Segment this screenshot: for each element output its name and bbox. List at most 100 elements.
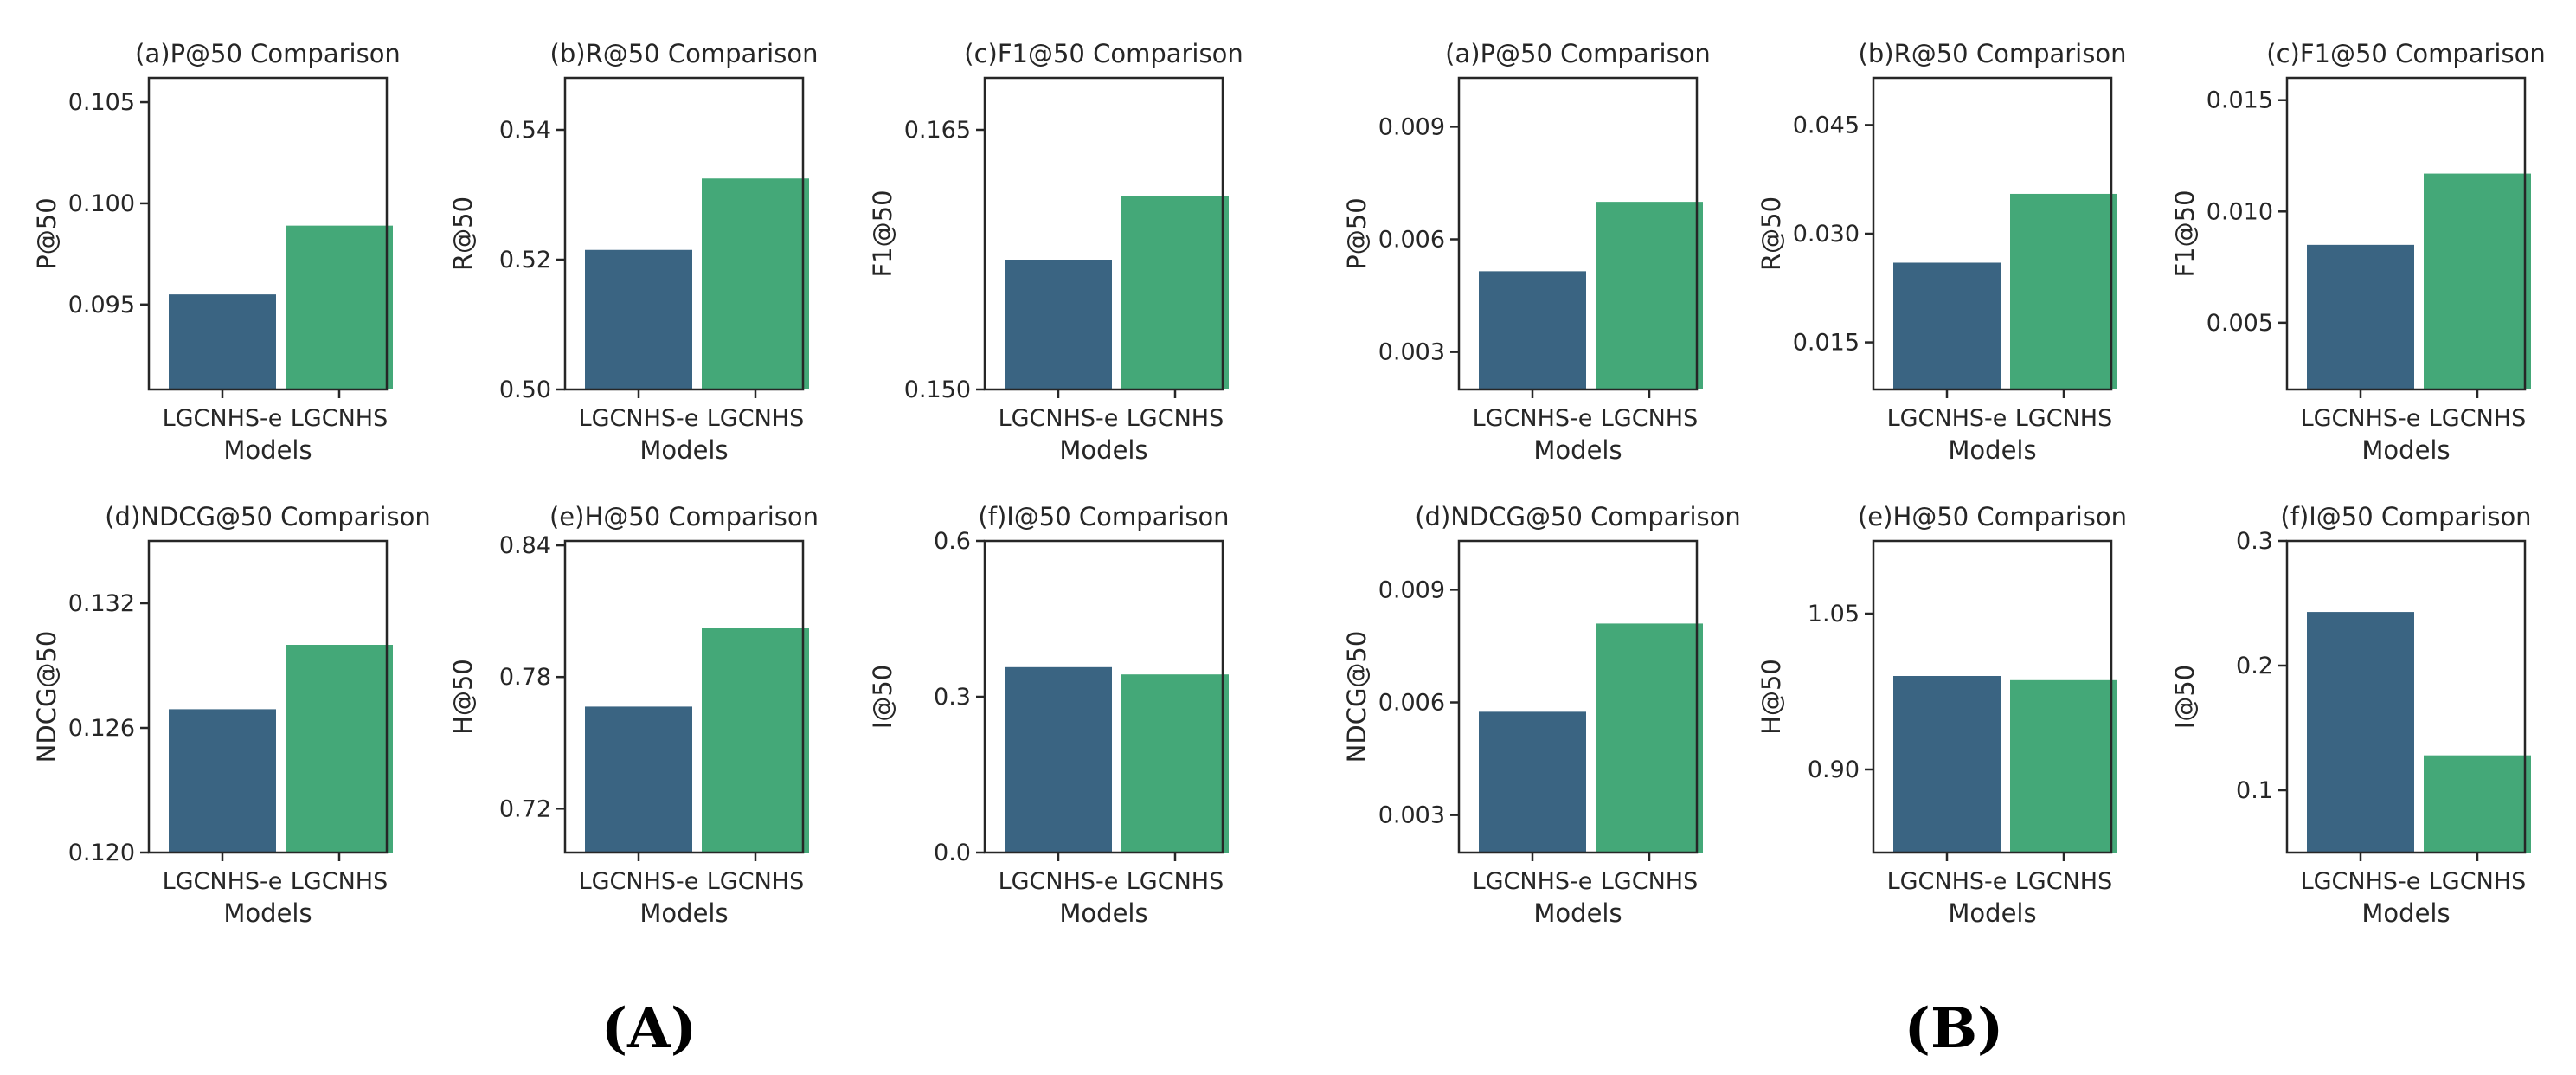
y-tick-label: 0.132: [68, 590, 135, 617]
chart-title: (a)P@50 Comparison: [1445, 39, 1711, 68]
y-tick-label: 0.1: [2236, 777, 2273, 804]
y-tick-label: 0.095: [68, 292, 135, 319]
plot-frame: [1872, 539, 2113, 854]
x-axis-label: Models: [639, 898, 728, 928]
bar-lgcnhs: [702, 178, 809, 389]
x-tick-label: LGCNHS: [1601, 868, 1698, 895]
plot-frame: [983, 76, 1224, 391]
y-tick-label: 0.150: [904, 377, 971, 403]
y-tick-label: 0.3: [934, 684, 971, 711]
x-tick-label: LGCNHS: [291, 405, 388, 432]
bar-lgcnhs-e: [1479, 271, 1586, 389]
bar-lgcnhs-e: [1479, 711, 1586, 853]
plot-frame: [2285, 76, 2527, 391]
x-tick-label: LGCNHS: [1127, 868, 1224, 895]
plot-frame: [2285, 539, 2527, 854]
chart-title: (d)NDCG@50 Comparison: [1415, 502, 1741, 531]
y-tick-label: 0.030: [1793, 221, 1860, 248]
y-tick-label: 0.54: [499, 117, 551, 144]
bar-lgcnhs: [1596, 623, 1703, 853]
chart-title: (c)F1@50 Comparison: [964, 39, 1243, 68]
y-tick-label: 0.52: [499, 247, 551, 274]
bar-lgcnhs: [2424, 755, 2531, 853]
y-axis-label: H@50: [448, 659, 478, 735]
x-tick-label: LGCNHS-e: [1887, 868, 2007, 895]
x-axis-label: Models: [1533, 435, 1622, 465]
x-tick-label: LGCNHS: [1127, 405, 1224, 432]
x-tick-label: LGCNHS-e: [2301, 868, 2421, 895]
bar-lgcnhs-e: [585, 249, 692, 389]
bar-lgcnhs-e: [2307, 244, 2414, 389]
x-tick-label: LGCNHS: [707, 868, 804, 895]
chart-title: (d)NDCG@50 Comparison: [105, 502, 431, 531]
y-tick-label: 0.009: [1378, 113, 1445, 140]
y-tick-label: 0.003: [1378, 802, 1445, 829]
y-tick-label: 0.165: [904, 117, 971, 144]
y-tick-label: 0.126: [68, 715, 135, 742]
y-tick-label: 0.010: [2207, 198, 2273, 225]
y-tick-label: 0.005: [2207, 310, 2273, 337]
x-tick-label: LGCNHS-e: [163, 868, 283, 895]
chart-title: (e)H@50 Comparison: [549, 502, 819, 531]
x-axis-label: Models: [1059, 435, 1147, 465]
y-tick-label: 0.009: [1378, 576, 1445, 603]
bar-lgcnhs-e: [1893, 262, 2001, 389]
y-axis-label: F1@50: [2170, 190, 2200, 277]
y-tick-label: 1.05: [1808, 601, 1860, 628]
bar-lgcnhs-e: [1005, 666, 1112, 853]
plot-frame: [563, 539, 805, 854]
y-tick-label: 0.120: [68, 840, 135, 866]
plot-frame: [147, 539, 389, 854]
x-tick-label: LGCNHS: [291, 868, 388, 895]
panel-label-a: (A): [601, 996, 697, 1061]
bar-lgcnhs: [1121, 196, 1229, 389]
plot-frame: [1457, 76, 1699, 391]
y-axis-label: R@50: [448, 196, 478, 271]
bar-lgcnhs: [1121, 674, 1229, 853]
y-tick-label: 0.006: [1378, 227, 1445, 254]
x-axis-label: Models: [2361, 898, 2450, 928]
chart-title: (c)F1@50 Comparison: [2266, 39, 2545, 68]
x-axis-label: Models: [1948, 435, 2036, 465]
y-axis-label: R@50: [1757, 196, 1786, 271]
x-tick-label: LGCNHS: [2015, 405, 2112, 432]
x-tick-label: LGCNHS-e: [999, 868, 1119, 895]
plot-frame: [147, 76, 389, 391]
x-tick-label: LGCNHS-e: [1473, 405, 1593, 432]
chart-title: (b)R@50 Comparison: [1859, 39, 2127, 68]
x-tick-label: LGCNHS-e: [579, 405, 699, 432]
y-axis-label: I@50: [868, 665, 897, 729]
bar-lgcnhs-e: [169, 709, 276, 853]
bar-lgcnhs-e: [2307, 612, 2414, 853]
bar-lgcnhs: [702, 628, 809, 853]
y-axis-label: P@50: [1342, 197, 1372, 269]
x-axis-label: Models: [1948, 898, 2036, 928]
chart-title: (a)P@50 Comparison: [135, 39, 401, 68]
y-tick-label: 0.015: [1793, 330, 1860, 357]
x-tick-label: LGCNHS: [1601, 405, 1698, 432]
y-axis-label: NDCG@50: [32, 631, 61, 763]
chart-title: (f)I@50 Comparison: [978, 502, 1229, 531]
x-axis-label: Models: [1059, 898, 1147, 928]
plot-frame: [563, 76, 805, 391]
y-axis-label: F1@50: [868, 190, 897, 277]
y-tick-label: 0.90: [1808, 756, 1860, 783]
y-tick-label: 0.100: [68, 190, 135, 217]
y-tick-label: 0.3: [2236, 528, 2273, 555]
y-axis-label: P@50: [32, 197, 61, 269]
x-axis-label: Models: [639, 435, 728, 465]
plot-frame: [1457, 539, 1699, 854]
bar-lgcnhs-e: [1005, 260, 1112, 389]
x-tick-label: LGCNHS: [2429, 868, 2526, 895]
y-tick-label: 0.045: [1793, 112, 1860, 138]
bar-lgcnhs: [1596, 202, 1703, 389]
y-tick-label: 0.72: [499, 795, 551, 822]
y-tick-label: 0.84: [499, 532, 551, 559]
y-tick-label: 0.006: [1378, 690, 1445, 717]
bar-lgcnhs-e: [169, 294, 276, 389]
x-axis-label: Models: [223, 898, 312, 928]
bar-lgcnhs: [286, 645, 393, 853]
y-tick-label: 0.003: [1378, 339, 1445, 366]
y-tick-label: 0.50: [499, 377, 551, 403]
